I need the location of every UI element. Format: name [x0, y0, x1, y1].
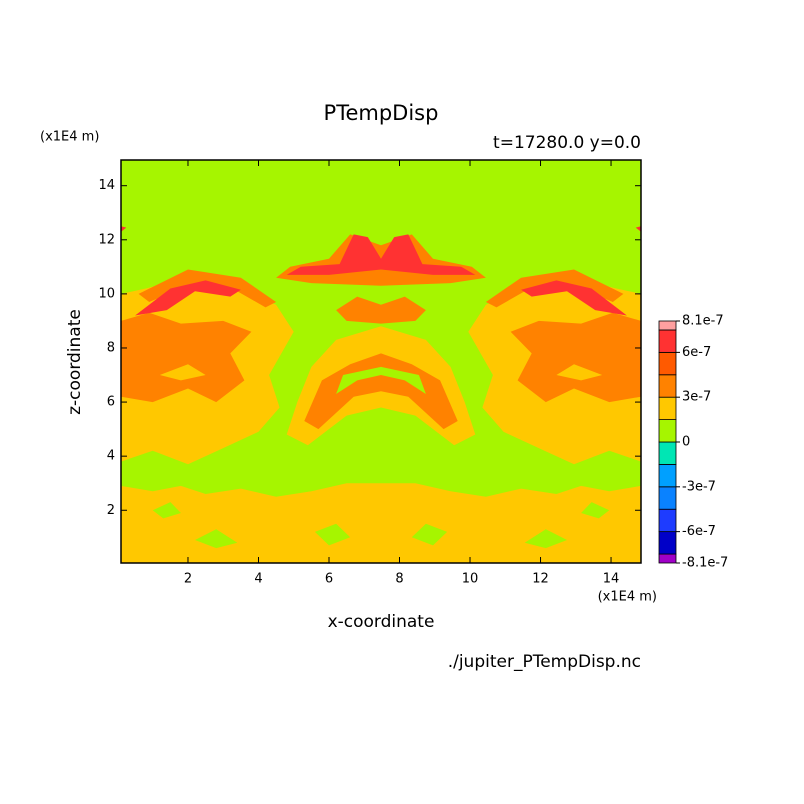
contour-field: [121, 160, 641, 563]
contour-region: [411, 523, 448, 546]
contour-region: [336, 366, 426, 394]
contour-region: [314, 523, 351, 546]
x-tick-label: 12: [532, 572, 549, 587]
y-tick-label: 10: [98, 286, 115, 301]
x-unit: (x1E4 m): [598, 590, 657, 605]
colorbar-label: 6e-7: [682, 345, 711, 360]
x-tick-label: 14: [603, 572, 620, 587]
chart-title: PTempDisp: [324, 101, 439, 125]
colorbar-band: [658, 329, 677, 353]
colorbar-band: [658, 531, 677, 555]
y-tick-label: 14: [98, 178, 115, 193]
colorbar-band: [658, 419, 677, 443]
colorbar-label: 8.1e-7: [682, 314, 724, 329]
contour-region: [485, 269, 624, 308]
colorbar-label: -8.1e-7: [682, 556, 728, 571]
colorbar-band: [658, 320, 677, 331]
contour-region: [152, 502, 181, 519]
colorbar-band: [658, 351, 677, 376]
y-tick-label: 12: [98, 232, 115, 247]
contour-region: [336, 296, 426, 324]
colorbar-label: 3e-7: [682, 390, 711, 405]
colorbar-band: [658, 374, 677, 398]
colorbar-band: [658, 464, 677, 488]
source-file: ./jupiter_PTempDisp.nc: [448, 652, 641, 672]
contour-region: [159, 364, 206, 381]
contour-region: [304, 353, 458, 430]
contour-region: [195, 529, 238, 549]
colorbar-label: -3e-7: [682, 479, 716, 494]
contour-region: [635, 226, 641, 232]
axes: 2 4 6 8 10 12 14 2 4 6 8 10 12 14 8.1e-7 6e-7 3e-7 0 -3e-7…: [98, 159, 728, 587]
colorbar-band: [658, 441, 677, 465]
contour-region: [286, 234, 476, 275]
plot-frame: [120, 159, 642, 564]
colorbar-band: [658, 486, 677, 510]
y-unit: (x1E4 m): [40, 130, 99, 145]
y-tick-label: 6: [107, 395, 115, 410]
y-tick-label: 8: [107, 340, 115, 355]
subtitle: t=17280.0 y=0.0: [493, 133, 641, 153]
colorbar-band: [658, 396, 677, 420]
y-tick-label: 4: [107, 449, 115, 464]
x-tick-label: 8: [395, 572, 403, 587]
contour-region: [556, 364, 603, 381]
x-tick-label: 10: [462, 572, 479, 587]
colorbar-band: [658, 553, 677, 564]
contour-region: [138, 269, 277, 308]
contour-region: [121, 312, 252, 403]
colorbar-label: 0: [682, 435, 690, 450]
x-tick-label: 2: [184, 572, 192, 587]
x-axis-label: x-coordinate: [328, 612, 435, 632]
x-tick-label: 4: [254, 572, 262, 587]
contour-region: [121, 226, 127, 232]
contour-region: [121, 483, 641, 563]
colorbar-band: [658, 508, 677, 533]
colorbar-label: -6e-7: [682, 524, 716, 539]
contour-region: [135, 280, 241, 316]
contour-region: [524, 529, 567, 549]
y-tick-label: 2: [107, 503, 115, 518]
y-axis-label: z-coordinate: [65, 309, 85, 415]
contour-region: [521, 280, 627, 316]
contour-region: [510, 312, 641, 403]
contour-region: [581, 502, 610, 519]
x-tick-label: 6: [325, 572, 333, 587]
